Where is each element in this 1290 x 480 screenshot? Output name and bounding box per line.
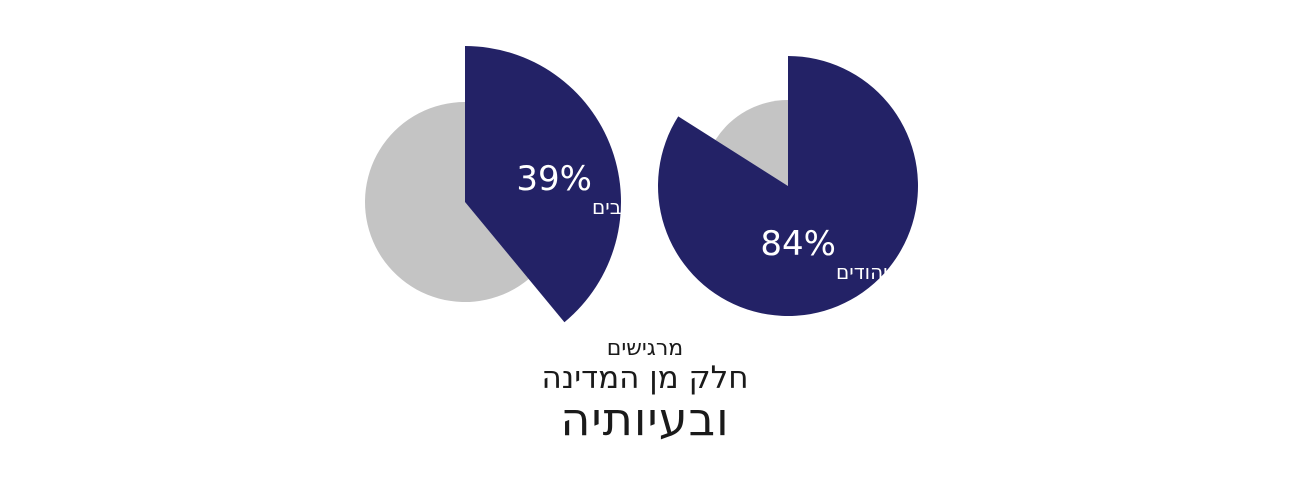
pie-jews: 84%מהיהודים	[658, 56, 919, 316]
pie-jews-percent-label: 84%	[760, 224, 836, 264]
caption-line-1: מרגישים	[606, 336, 684, 361]
caption-line-2: חלק מן המדינה	[541, 360, 749, 396]
pie-jews-group-label: מהיהודים	[836, 260, 914, 284]
pie-jews-highlight-slice	[658, 56, 919, 316]
pie-arabs-percent-label: 39%	[516, 159, 592, 199]
pie-jews-rest-slice	[715, 100, 788, 186]
pie-arabs-group-label: מהערבים	[592, 195, 672, 219]
pie-arabs-rest-slice	[364, 102, 529, 303]
caption-line-3: ובעיותיה	[560, 392, 730, 446]
pie-arabs: 39%מהערבים	[364, 46, 672, 323]
pie-arabs-highlight-slice	[465, 46, 622, 323]
